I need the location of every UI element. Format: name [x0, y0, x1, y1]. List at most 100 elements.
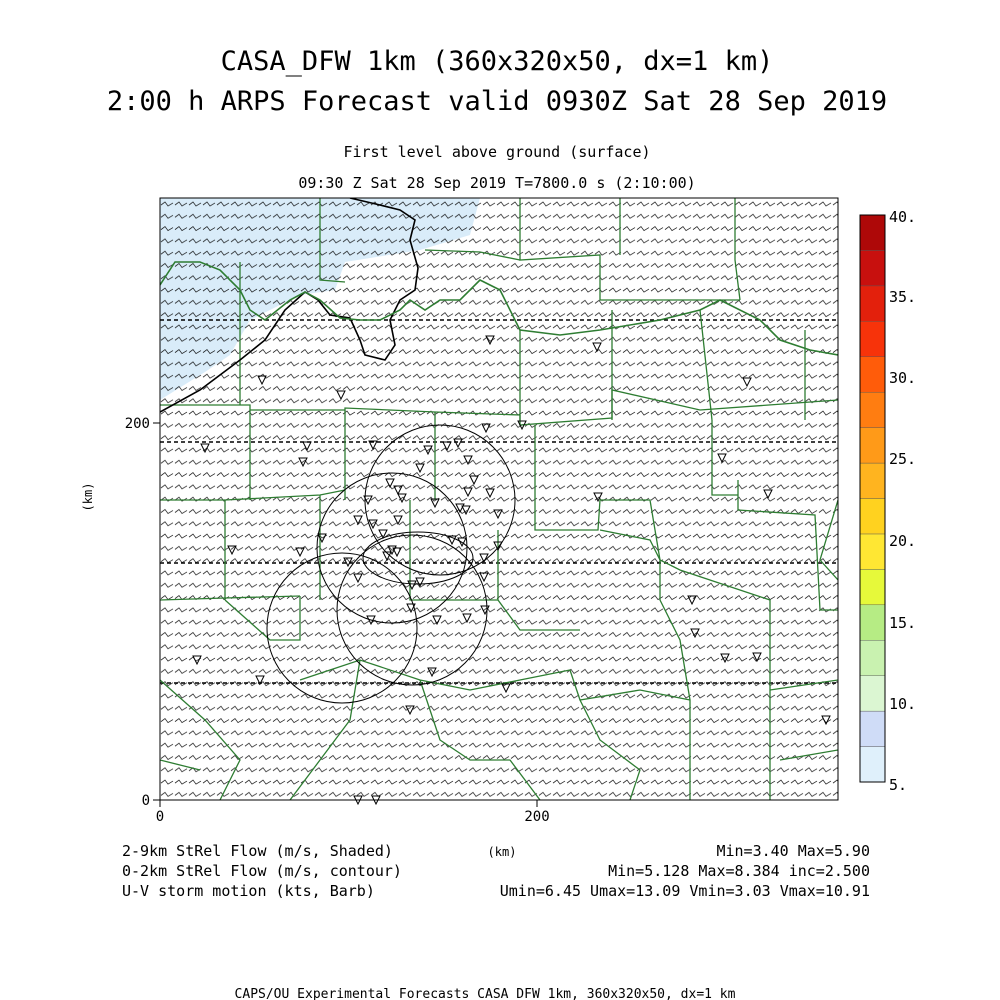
title-line-2: 2:00 h ARPS Forecast valid 0930Z Sat 28 …	[107, 86, 887, 117]
storm-marker-triangle	[385, 478, 395, 489]
storm-marker-triangle	[480, 605, 490, 616]
credit-line: CAPS/OU Experimental Forecasts CASA DFW …	[235, 987, 736, 1000]
colorbar-segment	[859, 533, 886, 570]
storm-marker-triangle	[302, 441, 312, 452]
storm-marker-triangle	[343, 557, 353, 568]
wind-barb-field	[160, 198, 838, 800]
storm-marker-triangle	[821, 715, 831, 726]
storm-marker-triangle	[593, 492, 603, 503]
storm-marker-triangle	[469, 475, 479, 486]
storm-marker-triangle	[479, 553, 489, 564]
colorbar-segment	[859, 462, 886, 499]
colorbar-segment	[859, 569, 886, 606]
storm-marker-triangle	[415, 577, 425, 588]
storm-marker-triangle	[463, 487, 473, 498]
storm-marker-triangle	[200, 443, 210, 454]
storm-marker-triangle	[353, 573, 363, 584]
storm-marker-triangle	[501, 683, 511, 694]
storm-marker-triangle	[298, 457, 308, 468]
legend-barb: U-V storm motion (kts, Barb)	[122, 882, 375, 900]
colorbar-frame	[859, 214, 886, 783]
axis-ticks	[153, 422, 538, 807]
storm-marker-triangle	[447, 535, 457, 546]
storm-marker-triangle	[463, 455, 473, 466]
colorbar-segment	[859, 250, 886, 287]
storm-marker-triangle	[382, 551, 392, 562]
flow-contours	[266, 424, 516, 704]
storm-marker-triangle	[481, 423, 491, 434]
storm-marker-triangle	[368, 440, 378, 451]
colorbar-segment	[859, 675, 886, 712]
colorbar-segment	[859, 710, 886, 747]
storm-marker-triangle	[485, 335, 495, 346]
storm-marker-triangle	[763, 489, 773, 500]
y-tick-200: 200	[125, 416, 150, 432]
colorbar-segment	[859, 214, 886, 251]
legend-contour: 0-2km StRel Flow (m/s, contour)	[122, 862, 402, 880]
state-border-line	[160, 198, 419, 413]
storm-marker-triangle	[397, 493, 407, 504]
storm-marker-triangle	[255, 675, 265, 686]
storm-marker-triangle	[407, 580, 417, 591]
storm-marker-triangle	[427, 667, 437, 678]
x-tick-0: 0	[156, 809, 164, 825]
colorbar-segment	[859, 640, 886, 676]
storm-marker-triangle	[366, 615, 376, 626]
river-line	[160, 261, 838, 356]
county-borders	[160, 198, 838, 800]
storm-marker-triangle	[378, 529, 388, 540]
subtitle-level: First level above ground (surface)	[343, 143, 650, 161]
legend-shaded: 2-9km StRel Flow (m/s, Shaded)	[122, 842, 393, 860]
storm-marker-triangle	[430, 498, 440, 509]
storm-marker-triangle	[517, 420, 527, 431]
storm-marker-triangle	[442, 441, 452, 452]
storm-markers	[192, 335, 831, 806]
subtitle-time: 09:30 Z Sat 28 Sep 2019 T=7800.0 s (2:10…	[298, 174, 695, 192]
x-axis-unit: (km)	[488, 845, 517, 859]
storm-marker-triangle	[336, 390, 346, 401]
stats-barb: Umin=6.45 Umax=13.09 Vmin=3.03 Vmax=10.9…	[500, 882, 870, 900]
storm-marker-triangle	[485, 488, 495, 499]
storm-marker-triangle	[752, 652, 762, 663]
colorbar-segment	[859, 285, 886, 322]
colorbar-segment	[859, 391, 886, 428]
storm-marker-triangle	[353, 515, 363, 526]
map-panel: 0 200 0 200 (km)	[81, 197, 839, 825]
storm-marker-triangle	[461, 505, 471, 516]
colorbar	[859, 214, 886, 783]
storm-marker-triangle	[455, 503, 465, 514]
storm-marker-triangle	[363, 495, 373, 506]
colorbar-label-15: 15.	[889, 614, 916, 632]
map-frame	[159, 197, 839, 801]
stats-contour: Min=5.128 Max=8.384 inc=2.500	[608, 862, 870, 880]
storm-marker-triangle	[227, 545, 237, 556]
storm-marker-triangle	[415, 463, 425, 474]
storm-marker-triangle	[432, 615, 442, 626]
dense-barb-rows	[160, 319, 838, 684]
storm-marker-triangle	[423, 445, 433, 456]
storm-marker-triangle	[192, 655, 202, 666]
title-line-1: CASA_DFW 1km (360x320x50, dx=1 km)	[221, 46, 774, 77]
colorbar-label-35: 35.	[889, 288, 916, 306]
colorbar-label-30: 30.	[889, 369, 916, 387]
y-axis-label: (km)	[81, 483, 95, 512]
storm-marker-triangle	[453, 438, 463, 449]
colorbar-label-25: 25.	[889, 450, 916, 468]
colorbar-segment	[859, 427, 886, 464]
colorbar-segment	[859, 356, 886, 393]
storm-marker-triangle	[717, 453, 727, 464]
storm-marker-triangle	[462, 613, 472, 624]
storm-marker-triangle	[592, 342, 602, 353]
storm-marker-triangle	[479, 572, 489, 583]
storm-marker-triangle	[720, 653, 730, 664]
storm-marker-triangle	[392, 547, 402, 558]
colorbar-label-5: 5.	[889, 776, 907, 794]
storm-marker-triangle	[493, 541, 503, 552]
storm-marker-triangle	[368, 519, 378, 530]
storm-marker-triangle	[406, 603, 416, 614]
storm-marker-triangle	[317, 533, 327, 544]
storm-marker-triangle	[742, 377, 752, 388]
colorbar-label-10: 10.	[889, 695, 916, 713]
colorbar-labels: 5. 10. 15. 20. 25. 30. 35. 40.	[889, 208, 916, 794]
